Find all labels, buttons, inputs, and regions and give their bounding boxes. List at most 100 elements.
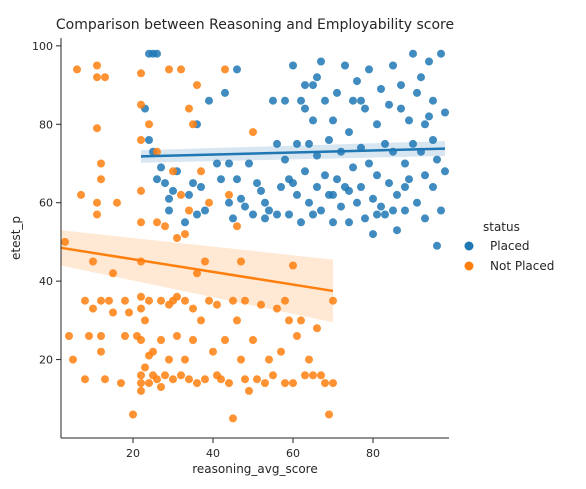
point-series1-107 [273,304,281,313]
point-series0-39 [281,96,289,105]
point-series1-115 [301,371,309,380]
point-series1-127 [181,230,189,239]
point-series1-14 [93,210,101,219]
confidence-bands [61,141,445,323]
point-series1-94 [229,414,237,423]
point-series1-125 [109,269,117,278]
point-series0-113 [429,96,437,105]
point-series0-8 [165,194,173,203]
point-series1-17 [97,296,105,305]
point-series1-68 [177,371,185,380]
point-series1-92 [225,379,233,388]
point-series1-128 [213,371,221,380]
chart-title: Comparison between Reasoning and Employa… [56,17,454,33]
point-series1-21 [105,296,113,305]
point-series1-43 [145,120,153,129]
point-series0-115 [433,241,441,250]
point-series1-96 [233,222,241,231]
point-series1-120 [321,379,329,388]
point-series1-4 [77,190,85,199]
point-series0-64 [333,175,341,184]
point-series0-7 [161,179,169,188]
point-series1-60 [169,167,177,176]
legend-marker-0 [464,241,474,251]
legend-title: status [483,220,520,234]
point-series1-97 [237,355,245,364]
point-series0-75 [353,198,361,207]
point-series0-112 [429,183,437,191]
point-series1-1 [65,332,73,340]
point-series0-20 [217,175,225,184]
point-series0-89 [381,210,389,219]
point-series1-55 [161,222,169,231]
x-tick-label: 80 [366,447,380,460]
point-series0-52 [309,210,317,219]
point-series1-131 [289,261,297,270]
point-series1-30 [137,100,145,109]
y-tick-label: 60 [39,197,53,210]
point-series1-111 [285,316,293,325]
point-series0-128 [421,120,429,129]
point-series0-21 [221,88,229,97]
point-series0-2 [153,49,161,58]
point-series0-120 [153,175,161,184]
point-series1-114 [297,316,305,325]
point-series1-35 [137,292,145,301]
point-series1-80 [197,167,205,176]
point-series1-20 [101,375,109,384]
point-series0-18 [205,96,213,105]
point-series0-24 [233,175,241,184]
point-series1-24 [117,379,125,388]
point-series0-9 [165,206,173,215]
point-series0-104 [413,198,421,207]
point-series0-91 [385,179,393,188]
point-series0-46 [297,218,305,227]
point-series0-82 [369,194,377,203]
point-series1-86 [209,347,217,356]
point-series0-111 [425,57,433,66]
y-ticks: 20 40 60 80 100 [32,40,61,367]
point-series1-100 [245,386,253,395]
point-series1-109 [281,296,289,305]
point-series1-33 [137,218,145,227]
point-series1-83 [201,375,209,384]
point-series0-81 [365,159,373,168]
point-series1-8 [89,257,97,266]
point-series0-68 [341,61,349,70]
point-series1-49 [153,147,161,156]
point-series0-94 [393,190,401,199]
point-series0-50 [305,139,313,148]
point-series0-35 [273,139,281,148]
point-series0-114 [433,155,441,164]
point-series0-125 [329,190,337,199]
point-series0-133 [401,183,409,191]
point-series0-119 [441,167,449,176]
point-series0-80 [365,65,373,74]
point-series1-74 [189,120,197,129]
point-series1-46 [145,379,153,388]
x-tick-label: 60 [286,447,300,460]
point-series0-33 [265,206,273,215]
point-series1-52 [157,296,165,305]
point-series0-97 [397,81,405,90]
y-axis-label: etest_p [9,216,23,260]
point-series1-76 [189,336,197,344]
point-series1-36 [137,304,145,313]
point-series0-10 [169,186,177,195]
point-series0-12 [181,218,189,227]
point-series1-70 [181,355,189,364]
point-series0-63 [329,116,337,125]
point-series1-67 [177,190,185,199]
point-series0-100 [405,116,413,125]
point-series1-66 [177,65,185,74]
legend-label-0: Placed [490,239,530,253]
point-series1-29 [137,69,145,78]
point-series0-110 [425,112,433,121]
point-series0-101 [405,175,413,184]
point-series0-66 [337,202,345,211]
point-series0-51 [309,81,317,90]
point-series0-106 [417,73,425,82]
point-series1-39 [137,379,145,388]
point-series1-5 [81,296,89,305]
point-series1-23 [113,198,121,207]
